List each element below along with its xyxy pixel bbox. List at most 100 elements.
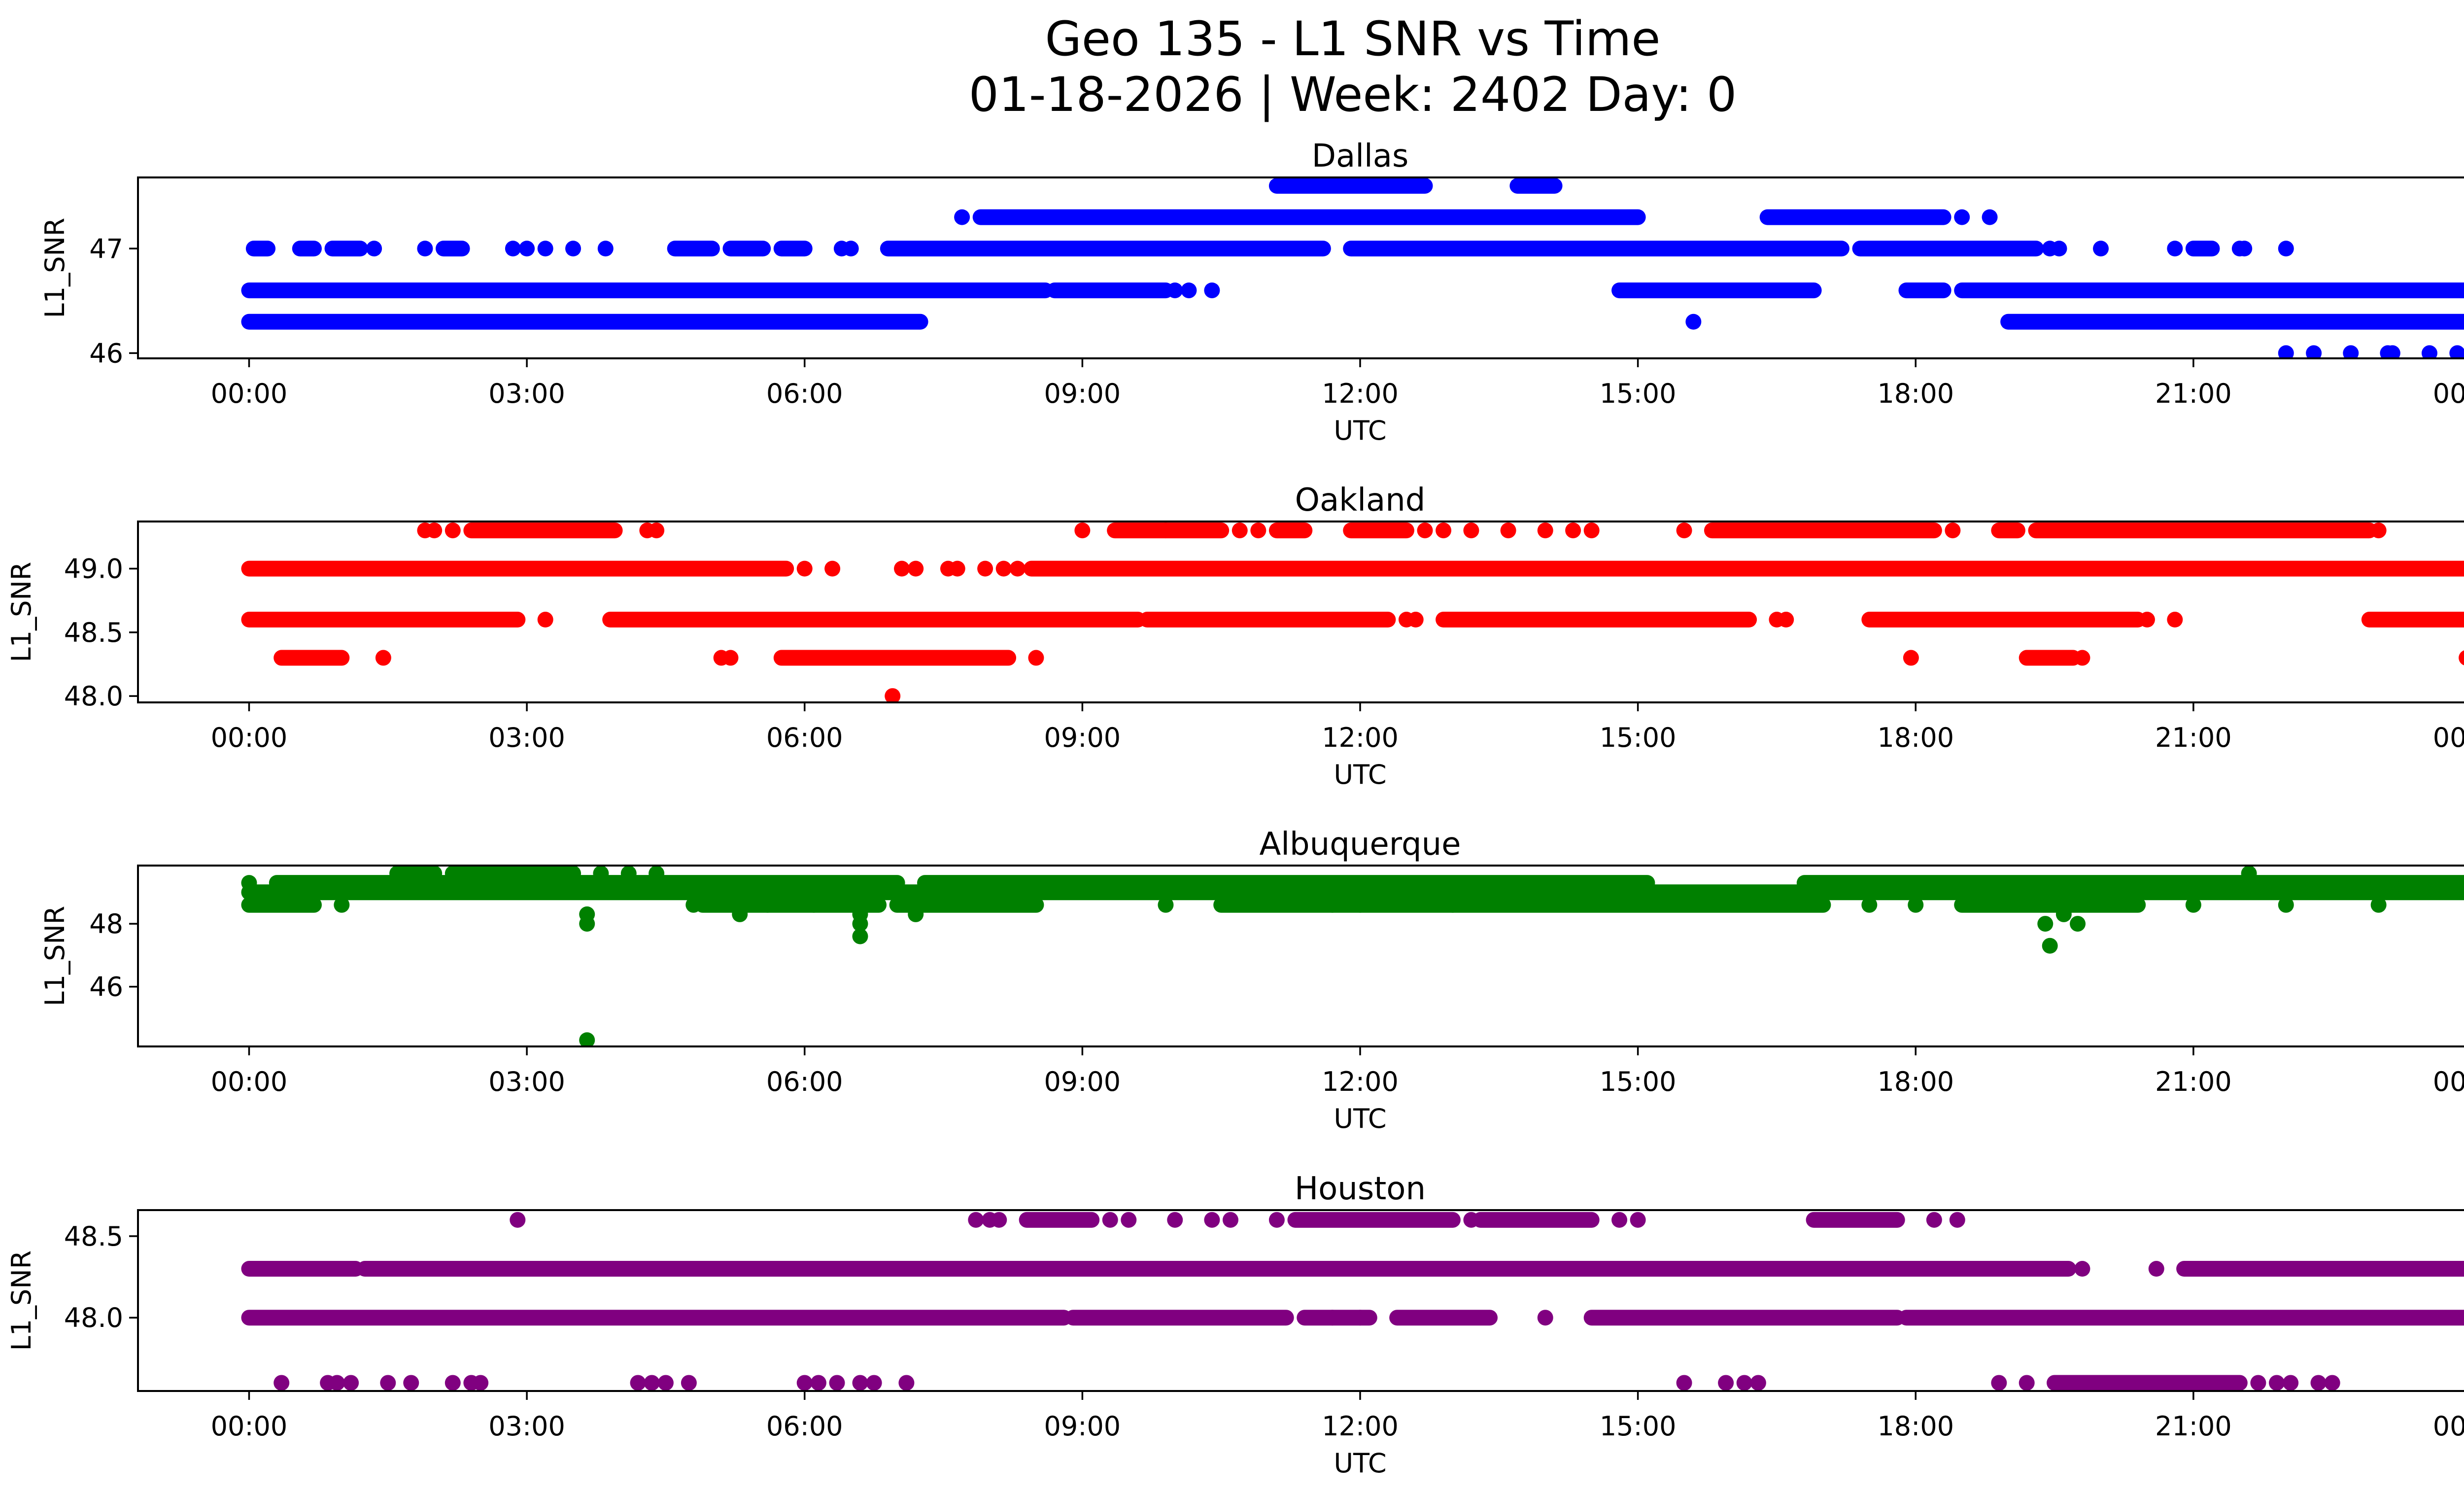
data-point xyxy=(579,1032,595,1046)
data-point xyxy=(1991,1375,2007,1391)
x-tick-label: 15:00 xyxy=(1600,378,1677,409)
data-segment xyxy=(463,522,623,539)
subplot-oakland: Oakland 00:00 03:00 06:00 09:00 12:00 15:00 18:… xyxy=(6,482,2464,790)
data-segment xyxy=(241,560,794,577)
data-point xyxy=(1611,1212,1628,1228)
data-point xyxy=(1982,209,1998,225)
data-point xyxy=(2070,916,2086,932)
data-point xyxy=(2139,612,2155,628)
data-point xyxy=(366,241,382,257)
data-point xyxy=(1537,1310,1553,1326)
data-segment xyxy=(1343,522,1414,539)
subplot-houston: Houston 00:00 03:00 06:00 09:00 12:00 15:00 18:… xyxy=(6,1171,2464,1479)
x-tick-label: 09:00 xyxy=(1044,1066,1121,1097)
data-point xyxy=(1954,209,1970,225)
data-point xyxy=(1565,522,1581,539)
data-segment xyxy=(245,241,276,257)
data-point xyxy=(722,650,739,666)
data-point xyxy=(380,1375,396,1391)
data-segment xyxy=(889,897,1044,913)
data-segment xyxy=(2019,650,2081,666)
data-point xyxy=(1250,522,1266,539)
data-point xyxy=(1630,1212,1646,1228)
data-segment xyxy=(1509,177,1563,194)
data-point xyxy=(473,1375,489,1391)
data-point xyxy=(1718,1375,1734,1391)
data-point xyxy=(1750,1375,1766,1391)
x-tick-label: 18:00 xyxy=(1877,1411,1954,1442)
data-point xyxy=(505,241,521,257)
y-tick-label: 47 xyxy=(89,233,123,264)
data-segment xyxy=(1583,1310,1905,1326)
data-point xyxy=(2148,1261,2164,1277)
data-point xyxy=(2019,1375,2035,1391)
x-tick-label: 06:00 xyxy=(766,1066,843,1097)
y-tick-label: 48.5 xyxy=(64,1221,123,1252)
x-axis-label: UTC xyxy=(1334,1448,1386,1479)
data-point xyxy=(593,866,609,881)
y-axis-label: L1_SNR xyxy=(6,1251,37,1351)
data-point xyxy=(1167,1212,1183,1228)
y-tick-label: 49.0 xyxy=(64,554,123,585)
data-point xyxy=(1500,522,1516,539)
data-point xyxy=(2422,345,2437,358)
data-point xyxy=(995,560,1012,577)
data-segment xyxy=(1389,1310,1498,1326)
data-segment xyxy=(1852,241,2044,257)
data-point xyxy=(565,241,582,257)
x-tick-label: 12:00 xyxy=(1322,1411,1399,1442)
x-tick-label: 09:00 xyxy=(1044,722,1121,753)
data-point xyxy=(2093,241,2109,257)
data-segment xyxy=(1472,1212,1600,1228)
data-point xyxy=(852,928,868,944)
data-segment xyxy=(1704,522,1942,539)
data-segment xyxy=(1954,282,2464,299)
x-axis-label: UTC xyxy=(1334,1103,1386,1134)
data-segment xyxy=(241,897,322,913)
data-point xyxy=(2278,897,2294,913)
y-tick-label: 46 xyxy=(89,338,123,369)
data-point xyxy=(1181,282,1197,299)
data-point xyxy=(1463,522,1479,539)
data-point xyxy=(2236,241,2253,257)
data-point xyxy=(759,897,776,913)
data-segment xyxy=(2361,612,2464,628)
x-tick-label: 12:00 xyxy=(1322,722,1399,753)
data-segment xyxy=(1898,1310,2464,1326)
data-point xyxy=(510,1212,526,1228)
chart-subtitle: 01-18-2026 | Week: 2402 Day: 0 xyxy=(969,67,1737,123)
data-point xyxy=(2269,1375,2285,1391)
data-point xyxy=(2051,241,2067,257)
y-tick-label: 48.0 xyxy=(64,1302,123,1333)
data-segment xyxy=(1861,612,2146,628)
x-axis-label: UTC xyxy=(1334,415,1386,446)
data-segment xyxy=(1898,282,1951,299)
data-segment xyxy=(1268,177,1433,194)
data-segment xyxy=(1287,1212,1461,1228)
data-point xyxy=(445,522,461,539)
data-segment xyxy=(274,650,350,666)
data-segment xyxy=(1343,241,1849,257)
data-point xyxy=(2278,345,2294,358)
axes-frame xyxy=(137,1209,2464,1392)
data-point xyxy=(852,1375,868,1391)
subplot-title: Oakland xyxy=(1295,482,1426,519)
data-point xyxy=(649,866,665,881)
data-point xyxy=(1352,897,1368,913)
x-tick-label: 06:00 xyxy=(766,722,843,753)
x-tick-label: 00:00 xyxy=(211,378,288,409)
data-segment xyxy=(357,1261,2077,1277)
data-segment xyxy=(1139,612,1396,628)
data-segment xyxy=(1024,560,2464,577)
data-point xyxy=(810,1375,826,1391)
x-tick-label: 09:00 xyxy=(1044,1411,1121,1442)
data-point xyxy=(1074,522,1091,539)
data-point xyxy=(1102,1212,1118,1228)
x-tick-label: 06:00 xyxy=(766,1411,843,1442)
data-point xyxy=(2384,345,2400,358)
data-point xyxy=(991,1212,1007,1228)
data-point xyxy=(1685,313,1702,330)
data-point xyxy=(2283,1375,2299,1391)
data-point xyxy=(2370,522,2387,539)
data-point xyxy=(274,1375,290,1391)
